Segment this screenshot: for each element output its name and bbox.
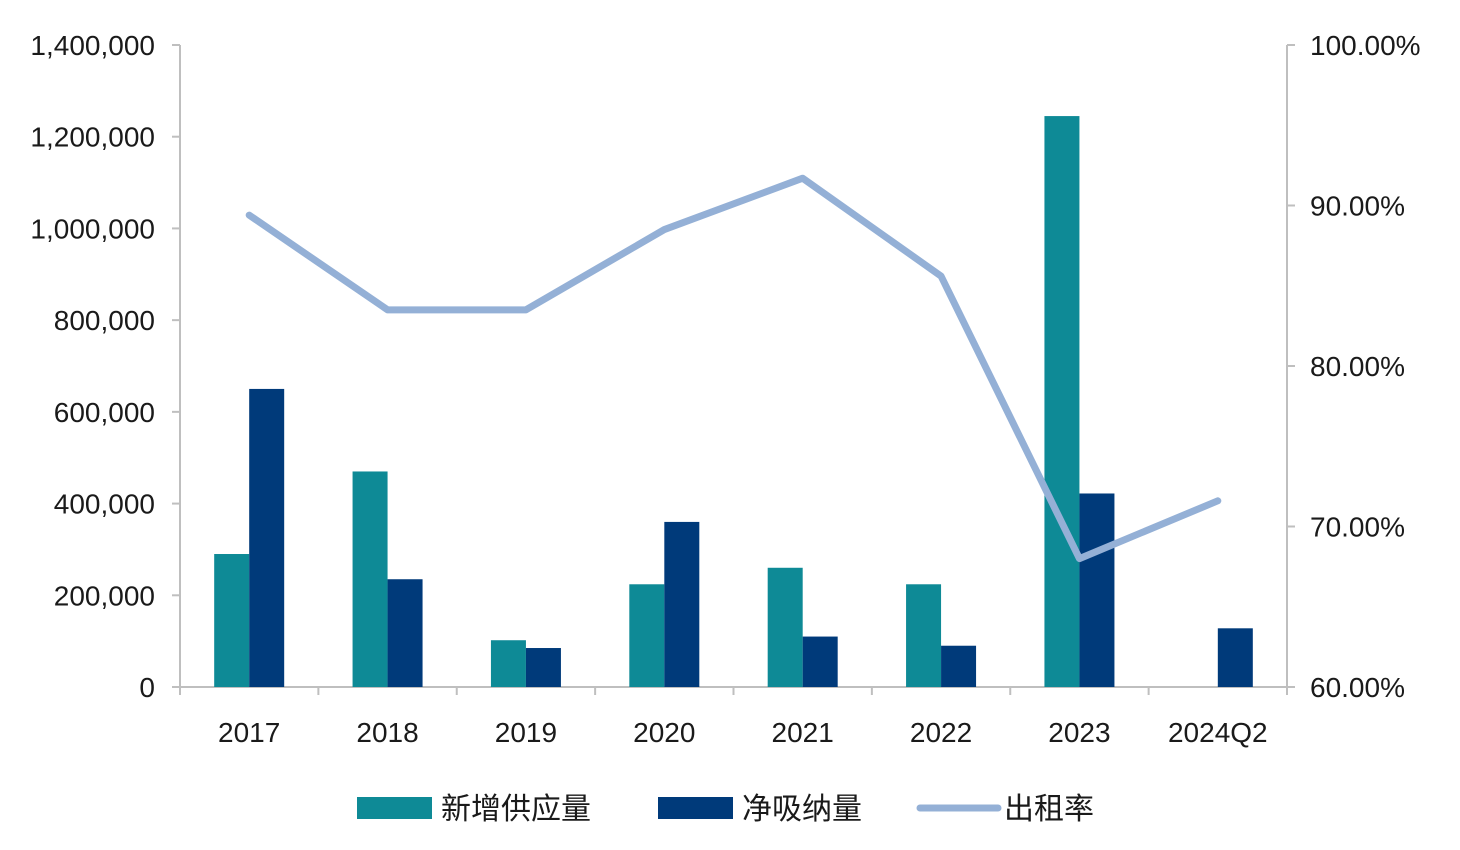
bar-new-supply [490, 640, 526, 687]
bar-net-absorption [1079, 493, 1115, 687]
left-tick-label: 1,000,000 [30, 213, 155, 244]
bar-new-supply [1044, 116, 1080, 688]
x-tick-label: 2022 [910, 717, 972, 748]
legend-swatch [658, 797, 733, 819]
x-tick-label: 2018 [356, 717, 418, 748]
x-tick-label: 2019 [495, 717, 557, 748]
bar-net-absorption [525, 648, 561, 687]
left-tick-label: 400,000 [54, 489, 155, 520]
bar-new-supply [214, 554, 250, 687]
bar-new-supply [629, 584, 665, 687]
right-tick-label: 100.00% [1310, 30, 1421, 61]
left-tick-label: 0 [139, 672, 155, 703]
occupancy-line [245, 174, 1222, 563]
legend-label: 新增供应量 [441, 793, 591, 826]
left-tick-label: 200,000 [54, 580, 155, 611]
bar-net-absorption [1217, 628, 1253, 687]
occupancy-point [663, 228, 666, 231]
occupancy-point [940, 275, 943, 278]
right-y-axis: 60.00% 70.00% 80.00% 90.00% 100.00% [1286, 30, 1421, 703]
legend-label: 出租率 [1004, 793, 1094, 826]
legend-swatch [357, 797, 432, 819]
occupancy-point [801, 177, 804, 180]
left-tick-label: 1,200,000 [30, 122, 155, 153]
occupancy-point [1216, 499, 1219, 502]
bar-net-absorption [664, 521, 700, 687]
occupancy-point [386, 308, 389, 311]
right-tick-label: 80.00% [1310, 351, 1405, 382]
x-tick-label: 2021 [772, 717, 834, 748]
occupancy-point [524, 308, 527, 311]
legend-label: 净吸纳量 [742, 793, 862, 826]
legend: 新增供应量 净吸纳量 出租率 [357, 793, 1094, 826]
bar-net-absorption [941, 645, 977, 687]
x-tick-label: 2020 [633, 717, 695, 748]
x-tick-label: 2017 [218, 717, 280, 748]
occupancy-point [1078, 557, 1081, 560]
left-y-axis: 0 200,000 400,000 600,000 800,000 1,000,000 1,… [30, 30, 181, 703]
bar-new-supply [352, 471, 388, 687]
bar-net-absorption [387, 579, 423, 687]
x-tick-label: 2023 [1048, 717, 1110, 748]
left-tick-label: 800,000 [54, 305, 155, 336]
right-tick-label: 90.00% [1310, 191, 1405, 222]
occupancy-line-layer [245, 174, 1222, 563]
right-tick-label: 60.00% [1310, 672, 1405, 703]
bar-new-supply [767, 567, 803, 687]
bars [214, 116, 1253, 688]
occupancy-point [248, 214, 251, 217]
right-tick-label: 70.00% [1310, 512, 1405, 543]
x-tick-label: 2024Q2 [1168, 717, 1268, 748]
bar-net-absorption [249, 388, 285, 687]
left-tick-label: 1,400,000 [30, 30, 155, 61]
x-axis: 2017 2018 2019 2020 2021 2022 2023 2024Q2 [179, 686, 1288, 748]
bar-net-absorption [802, 636, 838, 687]
bar-new-supply [906, 584, 942, 687]
left-tick-label: 600,000 [54, 397, 155, 428]
